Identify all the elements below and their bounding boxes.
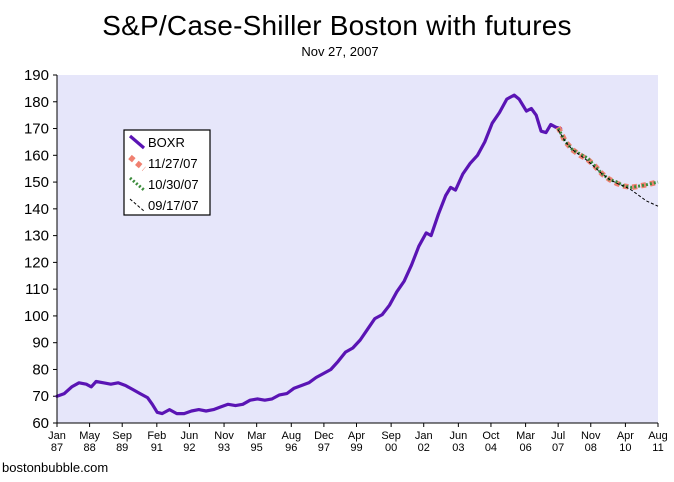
y-tick-label: 90 xyxy=(32,335,49,352)
x-tick-year: 92 xyxy=(183,442,195,454)
x-tick-year: 89 xyxy=(116,442,128,454)
x-tick-month: Jan xyxy=(415,430,433,442)
x-tick-year: 06 xyxy=(519,442,531,454)
y-tick-label: 80 xyxy=(32,361,49,378)
x-tick-month: May xyxy=(79,430,100,442)
x-tick-year: 08 xyxy=(585,442,597,454)
series-line-0 xyxy=(55,93,563,416)
x-tick-year: 97 xyxy=(318,442,330,454)
x-tick-month: Jun xyxy=(181,430,199,442)
y-tick-label: 60 xyxy=(32,415,49,432)
legend-label-3: 09/17/07 xyxy=(148,198,199,213)
x-tick-month: Dec xyxy=(314,430,334,442)
series-line-3 xyxy=(557,129,659,207)
y-tick-label: 180 xyxy=(24,94,49,111)
x-tick-year: 96 xyxy=(285,442,297,454)
plot-area xyxy=(57,75,658,423)
y-tick-label: 130 xyxy=(24,228,49,245)
legend: BOXR 11/27/07 10/30/07 09/17/07 xyxy=(123,129,211,216)
x-tick-month: Nov xyxy=(214,430,234,442)
x-tick-year: 95 xyxy=(251,442,263,454)
y-tick-label: 140 xyxy=(24,201,49,218)
y-tick-label: 100 xyxy=(24,308,49,325)
x-tick-year: 04 xyxy=(485,442,497,454)
x-tick-month: Feb xyxy=(147,430,166,442)
x-tick-year: 02 xyxy=(418,442,430,454)
legend-label-0: BOXR xyxy=(148,135,185,150)
x-tick-year: 11 xyxy=(652,442,663,454)
x-tick-year: 88 xyxy=(83,442,95,454)
x-tick-month: Sep xyxy=(381,430,401,442)
series-group xyxy=(55,93,659,416)
chart-title: S&P/Case-Shiller Boston with futures xyxy=(102,10,572,41)
chart-subtitle: Nov 27, 2007 xyxy=(301,44,379,59)
x-tick-year: 91 xyxy=(151,442,163,454)
x-tick-year: 07 xyxy=(552,442,564,454)
x-tick-month: Mar xyxy=(516,430,535,442)
y-tick-label: 110 xyxy=(25,281,49,298)
x-tick-month: Jul xyxy=(551,430,565,442)
legend-label-1: 11/27/07 xyxy=(148,156,198,171)
x-tick-month: Jan xyxy=(48,430,66,442)
x-tick-year: 99 xyxy=(350,442,362,454)
x-tick-year: 93 xyxy=(218,442,230,454)
y-axis: 60 70 80 90 100 110 120 130 140 150 160 170 180 190 xyxy=(24,67,57,432)
y-tick-label: 150 xyxy=(24,174,49,191)
x-tick-month: Apr xyxy=(348,430,365,442)
x-tick-month: Apr xyxy=(617,430,634,442)
legend-swatch-2 xyxy=(129,176,145,192)
x-axis: Jan87May88Sep89Feb91Jun92Nov93Mar95Aug96… xyxy=(48,423,668,454)
legend-swatch-3 xyxy=(129,198,145,212)
legend-swatch-0 xyxy=(128,134,146,150)
source-label: bostonbubble.com xyxy=(2,460,109,475)
x-tick-month: Mar xyxy=(247,430,266,442)
x-tick-year: 87 xyxy=(51,442,63,454)
x-tick-month: Aug xyxy=(281,430,301,442)
x-tick-month: Jun xyxy=(449,430,467,442)
legend-label-2: 10/30/07 xyxy=(148,177,199,192)
x-tick-month: Aug xyxy=(648,430,668,442)
y-tick-label: 70 xyxy=(32,388,49,405)
legend-swatch-1 xyxy=(128,154,146,172)
y-tick-label: 120 xyxy=(24,254,49,271)
y-tick-label: 170 xyxy=(24,121,49,138)
x-tick-year: 10 xyxy=(619,442,631,454)
x-tick-month: Sep xyxy=(112,430,132,442)
x-tick-year: 03 xyxy=(452,442,464,454)
x-tick-month: Oct xyxy=(482,430,499,442)
x-tick-month: Nov xyxy=(581,430,601,442)
y-tick-label: 190 xyxy=(24,67,49,84)
y-tick-label: 160 xyxy=(24,147,49,164)
x-tick-year: 00 xyxy=(385,442,397,454)
